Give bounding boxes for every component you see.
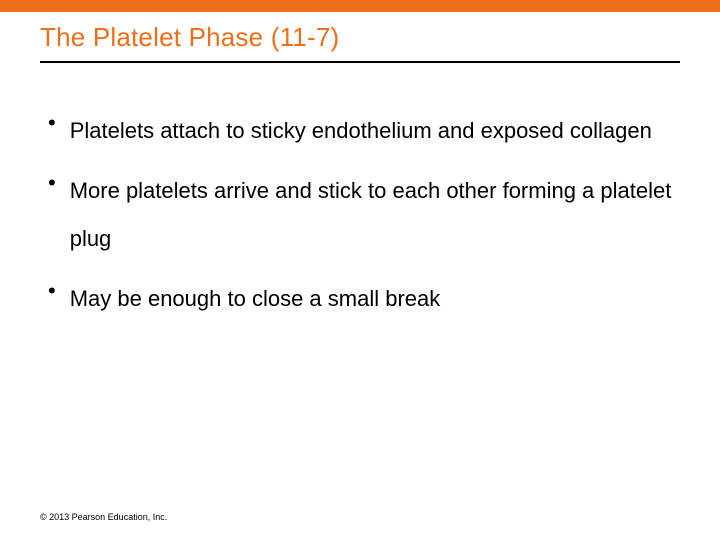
bullet-text: More platelets arrive and stick to each … — [70, 167, 680, 263]
bullet-text: May be enough to close a small break — [70, 275, 441, 323]
bullet-item: • May be enough to close a small break — [48, 275, 680, 323]
bullet-item: • Platelets attach to sticky endothelium… — [48, 107, 680, 155]
slide-title: The Platelet Phase (11-7) — [0, 12, 720, 53]
bullet-marker: • — [48, 167, 56, 199]
bullet-item: • More platelets arrive and stick to eac… — [48, 167, 680, 263]
content-area: • Platelets attach to sticky endothelium… — [0, 63, 720, 323]
bullet-marker: • — [48, 275, 56, 307]
bullet-text: Platelets attach to sticky endothelium a… — [70, 107, 652, 155]
bullet-marker: • — [48, 107, 56, 139]
accent-top-bar — [0, 0, 720, 12]
copyright-footer: © 2013 Pearson Education, Inc. — [40, 512, 167, 522]
